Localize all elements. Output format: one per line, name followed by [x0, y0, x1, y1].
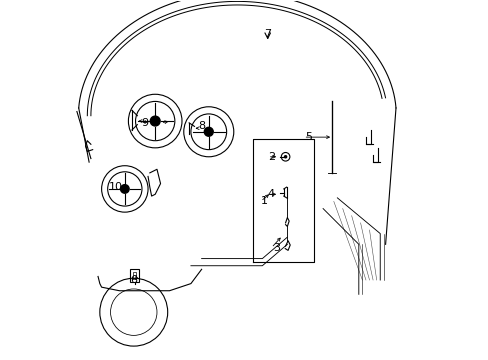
Text: 6: 6 [130, 275, 137, 285]
Text: 10: 10 [109, 182, 122, 192]
Text: 2: 2 [267, 152, 274, 162]
Text: 9: 9 [141, 118, 148, 128]
Text: 7: 7 [264, 28, 271, 39]
Circle shape [284, 156, 286, 158]
Circle shape [150, 116, 160, 126]
Text: 5: 5 [305, 132, 312, 142]
Text: 4: 4 [267, 189, 274, 199]
Text: 1: 1 [260, 197, 267, 206]
Text: 8: 8 [198, 121, 205, 131]
Text: 3: 3 [273, 243, 280, 253]
Bar [133, 272, 136, 279]
Circle shape [204, 127, 213, 136]
Bar [130, 269, 139, 282]
Circle shape [121, 185, 129, 193]
